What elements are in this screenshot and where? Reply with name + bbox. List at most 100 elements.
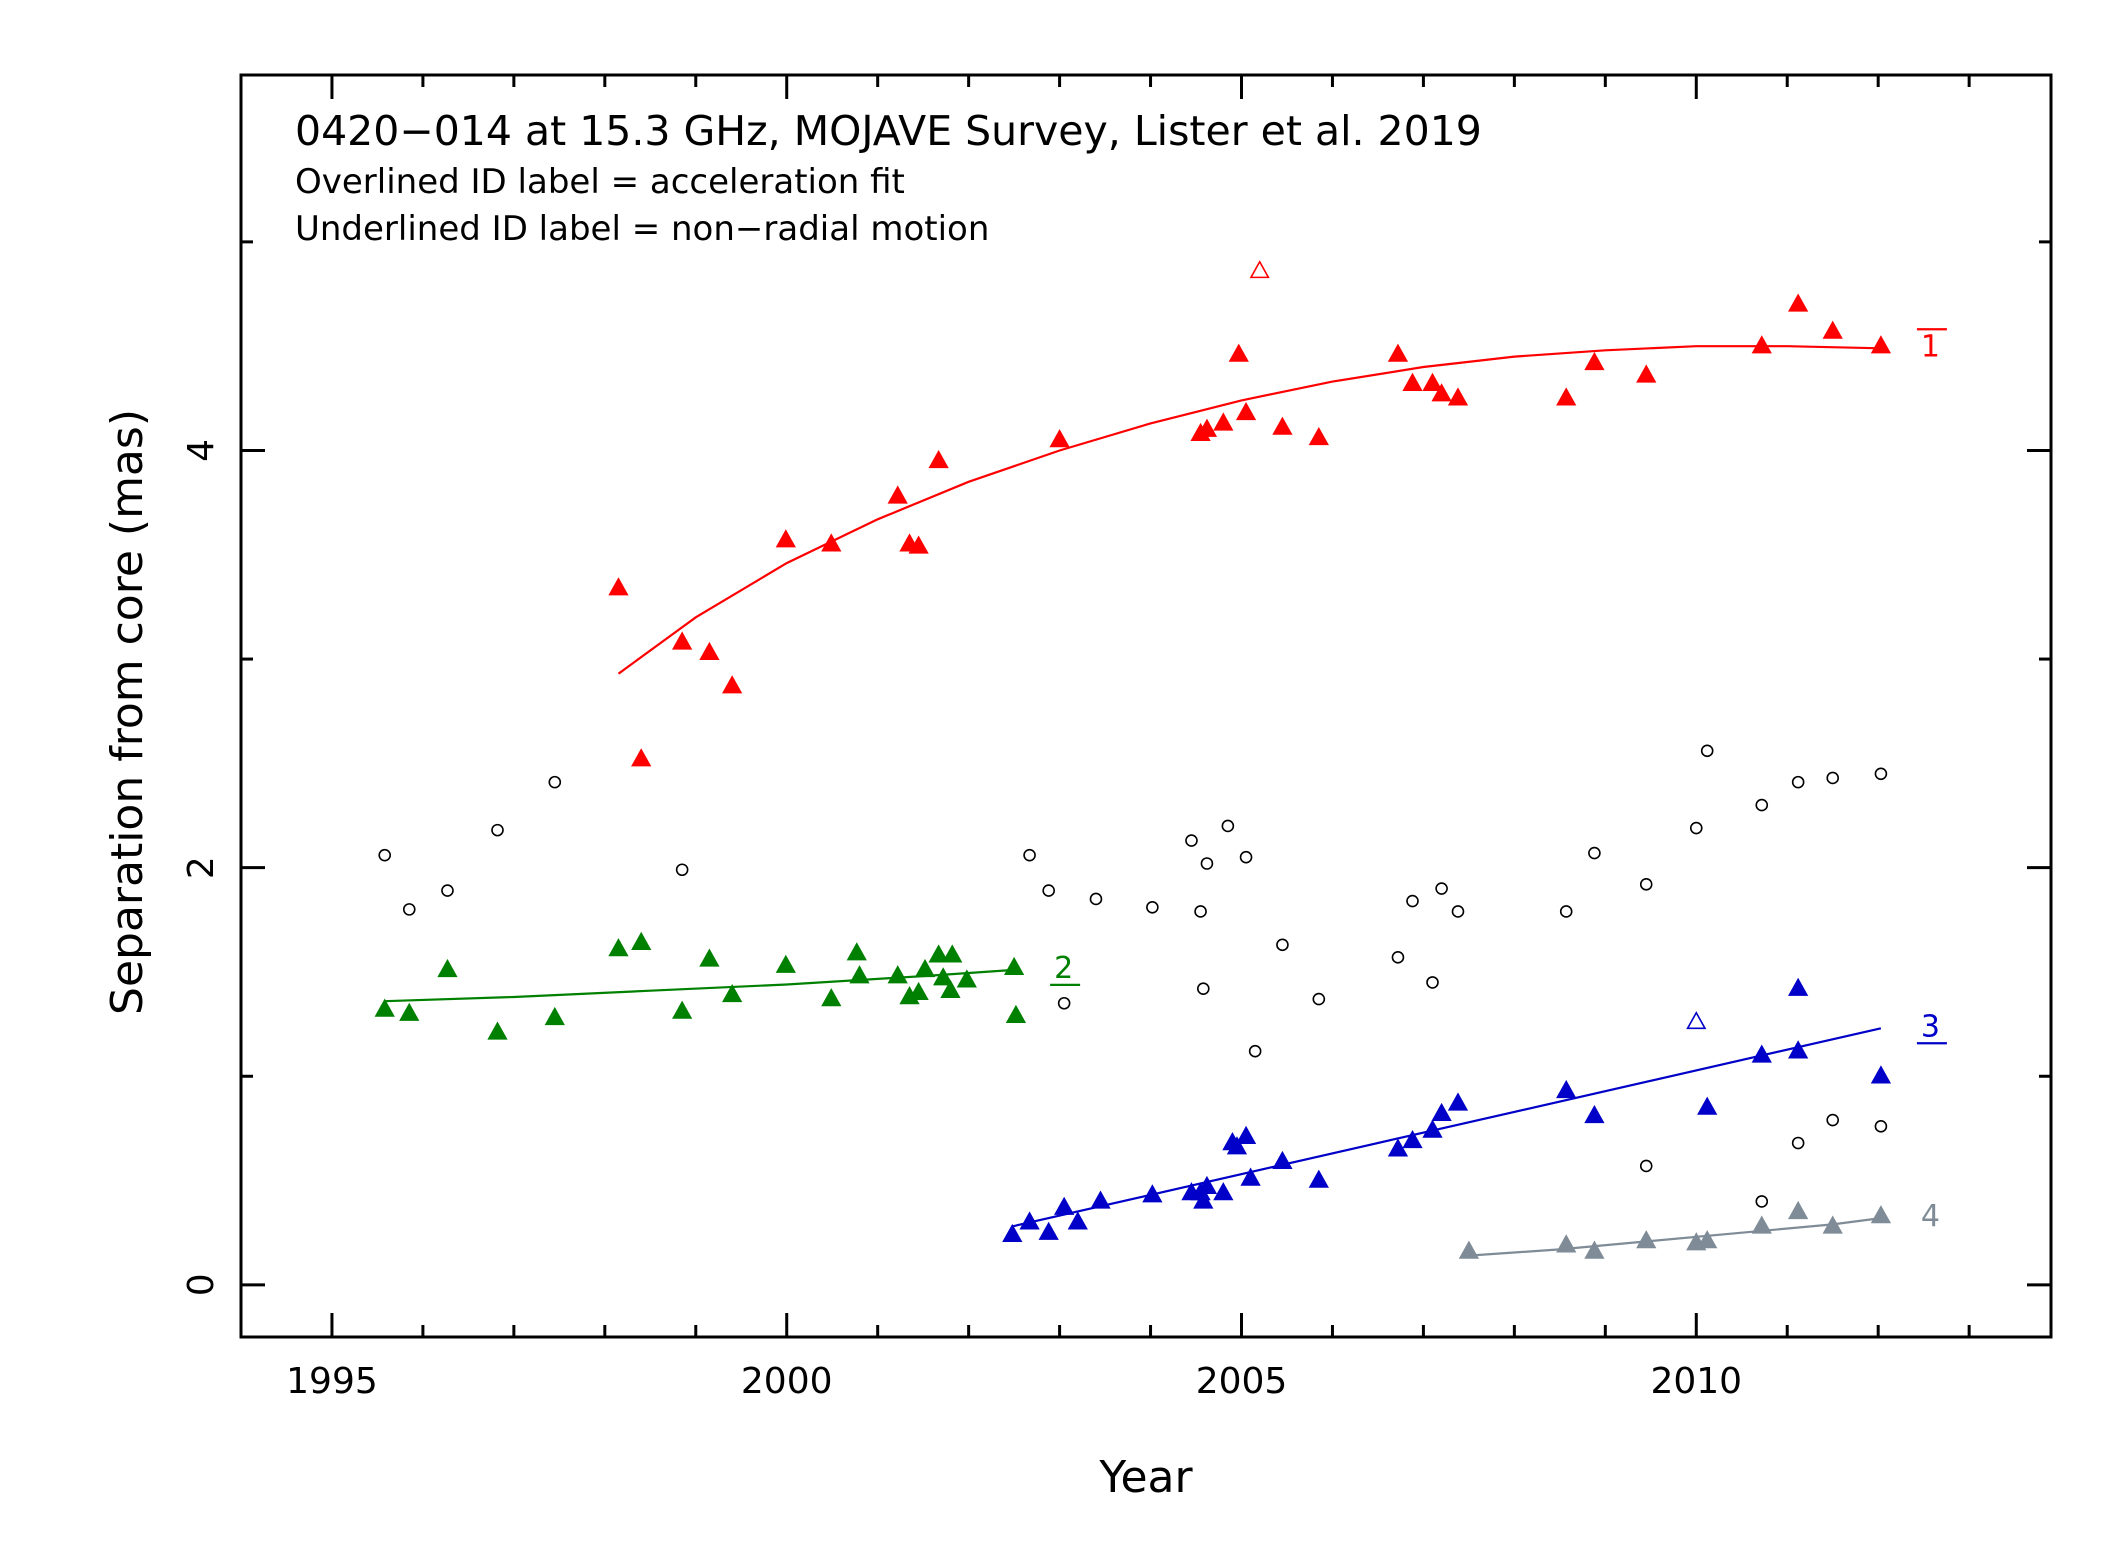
data-point-1 <box>1196 418 1218 437</box>
data-point-1 <box>1235 401 1257 421</box>
data-point-circle <box>1451 905 1465 918</box>
data-point-1 <box>1422 372 1443 391</box>
data-point-2 <box>956 969 977 988</box>
data-point-circle <box>1406 894 1419 908</box>
series-label-4: 4 <box>1921 1199 1940 1234</box>
data-point-circle <box>1197 982 1210 995</box>
data-point-circle <box>1639 1159 1653 1173</box>
data-point-1 <box>1431 383 1452 402</box>
data-point-3 <box>1697 1096 1718 1115</box>
data-point-3 <box>1038 1221 1059 1240</box>
data-point-1 <box>1788 293 1809 312</box>
data-point-3 <box>1196 1175 1218 1195</box>
data-point-2 <box>887 965 908 984</box>
y-tick-label: 4 <box>181 439 222 462</box>
data-point-circle <box>1639 878 1653 891</box>
data-point-3 <box>1235 1125 1257 1144</box>
data-point-1 <box>821 533 842 552</box>
data-point-2 <box>722 983 743 1003</box>
data-point-circle <box>441 884 454 897</box>
fit-line-4 <box>1468 1217 1882 1257</box>
data-point-4 <box>1458 1240 1480 1259</box>
data-point-circle <box>1185 834 1198 847</box>
data-point-circle <box>1559 905 1573 918</box>
data-point-circle <box>1874 1120 1888 1133</box>
fit-line-2 <box>384 968 1015 1003</box>
data-point-2 <box>942 944 963 963</box>
data-point-circle <box>1791 775 1805 789</box>
data-point-3 <box>1213 1182 1234 1201</box>
data-point-4 <box>1697 1230 1718 1249</box>
data-point-circle <box>548 775 562 789</box>
data-point-circle <box>1426 976 1439 989</box>
data-point-circle <box>402 903 416 916</box>
data-point-1 <box>1584 351 1605 371</box>
data-point-2 <box>846 942 867 961</box>
x-tick-label: 1995 <box>286 1361 378 1402</box>
data-point-1 <box>1870 335 1892 354</box>
data-point-4 <box>1822 1215 1843 1234</box>
x-tick-label: 2010 <box>1650 1361 1742 1402</box>
note-overline: Overlined ID label = acceleration fit <box>295 162 905 202</box>
data-point-circle <box>1700 744 1714 758</box>
data-point-3 <box>1019 1211 1040 1230</box>
data-point-1 <box>722 675 743 694</box>
data-point-2 <box>374 998 395 1017</box>
data-point-2 <box>671 1000 693 1019</box>
data-point-circle <box>1200 857 1214 870</box>
data-point-circle <box>1755 1195 1769 1208</box>
data-point-4 <box>1556 1234 1577 1253</box>
data-point-3 <box>1142 1184 1163 1203</box>
x-tick-label: 2005 <box>1196 1361 1288 1402</box>
fit-line-1 <box>617 345 1881 675</box>
data-point-2 <box>1003 956 1025 976</box>
data-point-2 <box>849 965 870 984</box>
data-point-3 <box>1870 1065 1892 1084</box>
data-point-1 <box>1751 335 1772 354</box>
data-point-1 <box>1822 320 1843 339</box>
data-point-3 <box>1226 1136 1248 1155</box>
data-point-1 <box>1402 372 1423 391</box>
fit-lines <box>384 345 1882 1257</box>
data-point-1 <box>699 641 720 661</box>
data-point-2 <box>544 1006 565 1026</box>
series-label-1: 1 <box>1921 329 1940 364</box>
data-point-1 <box>1308 427 1329 446</box>
data-point-3 <box>1422 1119 1443 1138</box>
data-point-1 <box>887 485 908 504</box>
data-point-3 <box>1308 1169 1329 1188</box>
data-point-circle <box>1391 951 1405 964</box>
plot-frame <box>239 73 2053 1339</box>
data-point-3 <box>1788 977 1809 996</box>
data-point-2 <box>399 1002 420 1021</box>
data-point-circle <box>1791 1136 1805 1150</box>
open-point-1 <box>1249 260 1270 279</box>
data-point-circle <box>1755 798 1769 812</box>
data-point-circle <box>1248 1044 1262 1058</box>
data-point-3 <box>1272 1150 1293 1170</box>
data-point-circle <box>1146 900 1159 914</box>
data-point-2 <box>914 958 936 978</box>
data-point-circle <box>1826 771 1840 785</box>
data-point-2 <box>933 967 954 986</box>
data-point-3 <box>1054 1196 1075 1215</box>
x-axis-label: Year <box>1098 1452 1193 1503</box>
data-point-3 <box>1751 1044 1772 1063</box>
data-markers <box>374 260 1892 1259</box>
fit-line-3 <box>1012 1027 1882 1228</box>
data-point-1 <box>1636 364 1657 383</box>
data-point-1 <box>1387 343 1409 362</box>
x-tick-label: 2000 <box>741 1361 833 1402</box>
data-point-circle <box>1588 846 1601 860</box>
data-point-2 <box>608 938 629 957</box>
data-point-1 <box>1049 429 1070 448</box>
data-point-3 <box>1387 1138 1409 1157</box>
data-point-circle <box>1089 892 1103 906</box>
data-point-3 <box>1193 1190 1214 1209</box>
data-point-4 <box>1636 1230 1657 1249</box>
data-point-3 <box>1067 1211 1088 1230</box>
data-point-circle <box>1276 938 1289 952</box>
data-point-2 <box>775 954 796 973</box>
data-point-circle <box>1435 882 1448 895</box>
